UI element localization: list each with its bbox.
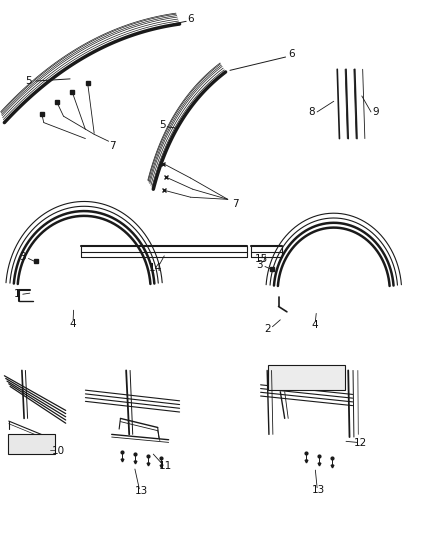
Text: 15: 15 bbox=[255, 254, 268, 264]
Text: 4: 4 bbox=[70, 319, 77, 328]
Text: 13: 13 bbox=[312, 486, 325, 495]
Text: 14: 14 bbox=[149, 263, 162, 272]
Text: 7: 7 bbox=[232, 199, 239, 208]
Text: 11: 11 bbox=[159, 462, 172, 471]
Text: 5: 5 bbox=[25, 76, 32, 86]
Text: 3: 3 bbox=[256, 261, 263, 270]
Text: 1: 1 bbox=[13, 289, 20, 299]
FancyBboxPatch shape bbox=[268, 365, 345, 390]
Text: 4: 4 bbox=[311, 320, 318, 330]
Text: 9: 9 bbox=[372, 107, 379, 117]
Text: 12: 12 bbox=[353, 439, 367, 448]
Text: 7: 7 bbox=[109, 141, 116, 151]
Text: 8: 8 bbox=[308, 107, 315, 117]
FancyBboxPatch shape bbox=[8, 434, 55, 454]
Text: 6: 6 bbox=[187, 14, 194, 23]
Text: 13: 13 bbox=[134, 487, 148, 496]
Text: 2: 2 bbox=[265, 325, 272, 334]
Text: 6: 6 bbox=[288, 50, 295, 59]
Text: 5: 5 bbox=[159, 120, 166, 130]
Text: 3: 3 bbox=[19, 252, 26, 262]
Text: 10: 10 bbox=[52, 447, 65, 456]
